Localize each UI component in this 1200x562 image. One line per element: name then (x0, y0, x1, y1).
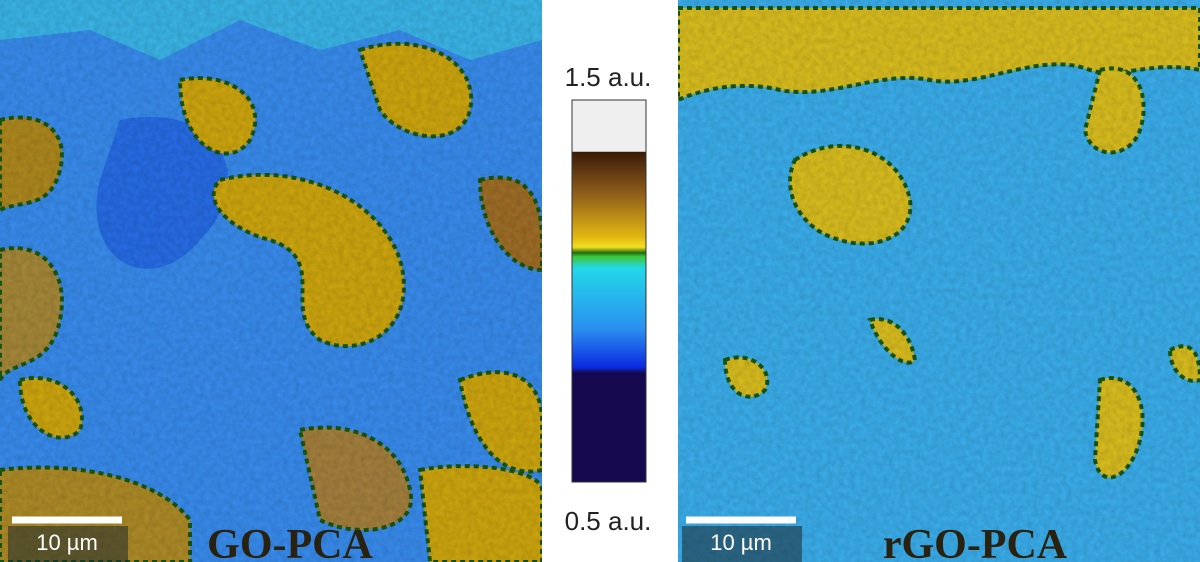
figure: 10 µm GO-PCA 1.5 a.u. 0.5 a.u. 10 µm rGO… (0, 0, 1200, 562)
colorbar-max-label: 1.5 a.u. (565, 62, 652, 92)
scale-bar-label: 10 µm (36, 530, 98, 555)
panel-label: GO-PCA (207, 522, 373, 562)
page: 10 µm GO-PCA 1.5 a.u. 0.5 a.u. 10 µm rGO… (0, 0, 1200, 562)
scale-bar-label: 10 µm (710, 530, 772, 555)
rgo-pca-map (678, 0, 1200, 562)
panel-label: rGO-PCA (883, 522, 1068, 562)
go-pca-map (0, 0, 542, 562)
colorbar (572, 100, 646, 482)
colorbar-min-label: 0.5 a.u. (565, 506, 652, 536)
